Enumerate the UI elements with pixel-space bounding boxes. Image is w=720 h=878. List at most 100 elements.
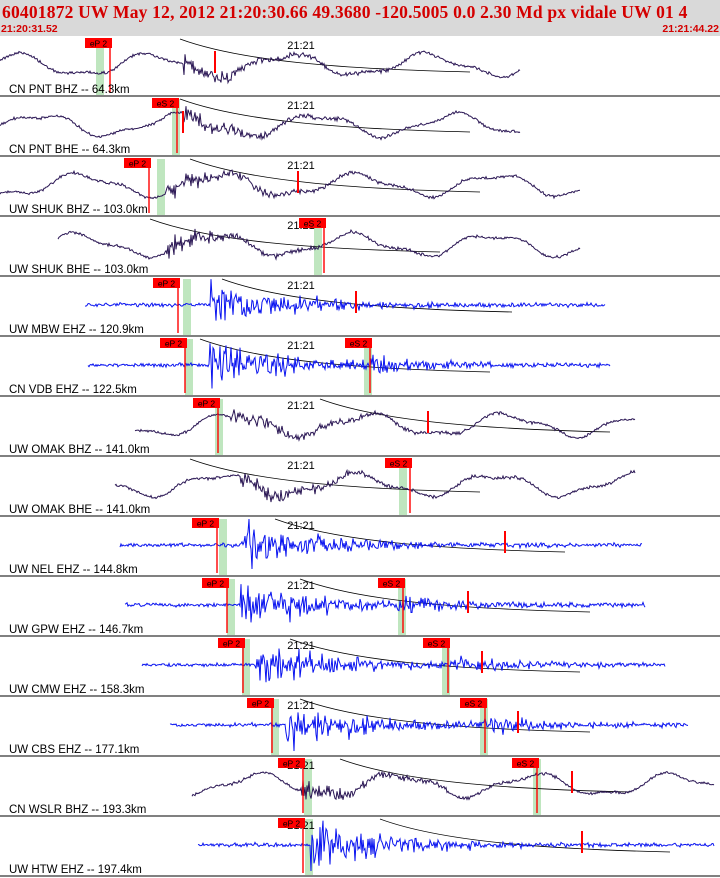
time-marker-label: 21:21 bbox=[287, 520, 315, 532]
seismic-waveform bbox=[119, 518, 643, 570]
station-label: UW NEL EHZ -- 144.8km bbox=[9, 564, 138, 576]
station-label: UW OMAK BHZ -- 141.0km bbox=[9, 444, 150, 456]
s-pick-flag bbox=[378, 578, 405, 588]
p-pick-flag bbox=[278, 758, 305, 768]
s-pick-label: eS 2 bbox=[383, 579, 401, 589]
p-pick-flag bbox=[193, 398, 220, 408]
travel-time-curve bbox=[274, 518, 566, 553]
seismic-waveform bbox=[0, 106, 521, 141]
station-label: UW GPW EHZ -- 146.7km bbox=[9, 624, 143, 636]
time-marker-label: 21:21 bbox=[287, 100, 315, 112]
station-label: UW SHUK BHZ -- 103.0km bbox=[9, 204, 148, 216]
window-end-time: 21:21:44.22 bbox=[662, 23, 719, 35]
p-pick-label: eP 2 bbox=[197, 519, 215, 529]
p-pick-window bbox=[215, 399, 223, 455]
seismic-waveform bbox=[0, 169, 581, 200]
p-pick-window bbox=[227, 579, 235, 635]
time-marker-label: 21:21 bbox=[287, 400, 315, 412]
p-pick-flag bbox=[124, 158, 151, 168]
seismic-waveform bbox=[191, 770, 715, 801]
station-label: UW SHUK BHE -- 103.0km bbox=[9, 264, 148, 276]
travel-time-curve bbox=[189, 458, 481, 493]
p-pick-flag bbox=[218, 638, 245, 648]
station-label: CN WSLR BHZ -- 193.3km bbox=[9, 804, 146, 816]
station-label: UW CMW EHZ -- 158.3km bbox=[9, 684, 144, 696]
s-pick-flag bbox=[385, 458, 412, 468]
time-marker-label: 21:21 bbox=[287, 40, 315, 52]
p-pick-window bbox=[219, 519, 227, 575]
p-pick-flag bbox=[85, 38, 112, 48]
s-pick-flag bbox=[460, 698, 487, 708]
seismic-waveform bbox=[0, 50, 521, 85]
s-pick-label: eS 2 bbox=[157, 99, 175, 109]
p-pick-window bbox=[271, 699, 279, 755]
p-pick-flag bbox=[278, 818, 305, 828]
p-pick-label: eP 2 bbox=[283, 759, 301, 769]
s-pick-label: eS 2 bbox=[517, 759, 535, 769]
p-pick-label: eP 2 bbox=[283, 819, 301, 829]
seismic-waveform bbox=[87, 343, 611, 389]
s-pick-flag bbox=[152, 98, 179, 108]
time-marker-label: 21:21 bbox=[287, 700, 315, 712]
p-pick-window bbox=[305, 819, 313, 875]
event-title: 60401872 UW May 12, 2012 21:20:30.66 49.… bbox=[2, 2, 688, 22]
seismic-waveform bbox=[169, 712, 689, 752]
header-bar: 60401872 UW May 12, 2012 21:20:30.66 49.… bbox=[0, 0, 720, 36]
station-label: UW HTW EHZ -- 197.4km bbox=[9, 864, 142, 876]
time-marker-label: 21:21 bbox=[287, 280, 315, 292]
s-pick-label: eS 2 bbox=[428, 639, 446, 649]
seismic-waveform bbox=[197, 820, 715, 872]
station-label: UW CBS EHZ -- 177.1km bbox=[9, 744, 139, 756]
travel-time-curve bbox=[189, 158, 481, 193]
travel-time-curve bbox=[179, 38, 471, 73]
travel-time-curve bbox=[299, 578, 591, 613]
p-pick-label: eP 2 bbox=[223, 639, 241, 649]
travel-time-curve bbox=[379, 818, 671, 853]
seismic-waveform bbox=[114, 468, 636, 503]
p-pick-flag bbox=[202, 578, 229, 588]
seismic-waveform bbox=[84, 279, 606, 321]
travel-time-curve bbox=[149, 218, 441, 253]
travel-time-curve bbox=[289, 638, 581, 673]
p-pick-window bbox=[157, 159, 165, 215]
p-pick-flag bbox=[247, 698, 274, 708]
seismic-waveform bbox=[124, 584, 646, 623]
station-label: CN PNT BHZ -- 64.3km bbox=[9, 84, 130, 96]
p-pick-label: eP 2 bbox=[165, 339, 183, 349]
travel-time-curve bbox=[179, 98, 471, 133]
time-marker-label: 21:21 bbox=[287, 580, 315, 592]
seismic-waveform bbox=[141, 648, 666, 683]
s-pick-flag bbox=[512, 758, 539, 768]
s-pick-window bbox=[399, 459, 407, 515]
s-pick-window bbox=[442, 639, 450, 695]
s-pick-label: eS 2 bbox=[304, 219, 322, 229]
s-pick-flag bbox=[345, 338, 372, 348]
time-marker-label: 21:21 bbox=[287, 340, 315, 352]
window-start-time: 21:20:31.52 bbox=[1, 23, 58, 35]
p-pick-label: eP 2 bbox=[207, 579, 225, 589]
p-pick-label: eP 2 bbox=[90, 39, 108, 49]
s-pick-flag bbox=[423, 638, 450, 648]
s-pick-label: eS 2 bbox=[390, 459, 408, 469]
time-marker-label: 21:21 bbox=[287, 160, 315, 172]
p-pick-flag bbox=[160, 338, 187, 348]
station-label: UW OMAK BHE -- 141.0km bbox=[9, 504, 150, 516]
station-label: CN VDB EHZ -- 122.5km bbox=[9, 384, 137, 396]
time-marker-label: 21:21 bbox=[287, 640, 315, 652]
p-pick-label: eP 2 bbox=[252, 699, 270, 709]
s-pick-label: eS 2 bbox=[465, 699, 483, 709]
s-pick-window bbox=[480, 699, 488, 755]
s-pick-flag bbox=[299, 218, 326, 228]
station-label: UW MBW EHZ -- 120.9km bbox=[9, 324, 144, 336]
p-pick-flag bbox=[192, 518, 219, 528]
s-pick-window bbox=[172, 99, 180, 155]
time-marker-label: 21:21 bbox=[287, 460, 315, 472]
p-pick-window bbox=[185, 339, 193, 395]
p-pick-label: eP 2 bbox=[198, 399, 216, 409]
p-pick-window bbox=[183, 279, 191, 335]
travel-time-curve bbox=[339, 758, 631, 793]
p-pick-window bbox=[96, 39, 104, 95]
p-pick-flag bbox=[153, 278, 180, 288]
